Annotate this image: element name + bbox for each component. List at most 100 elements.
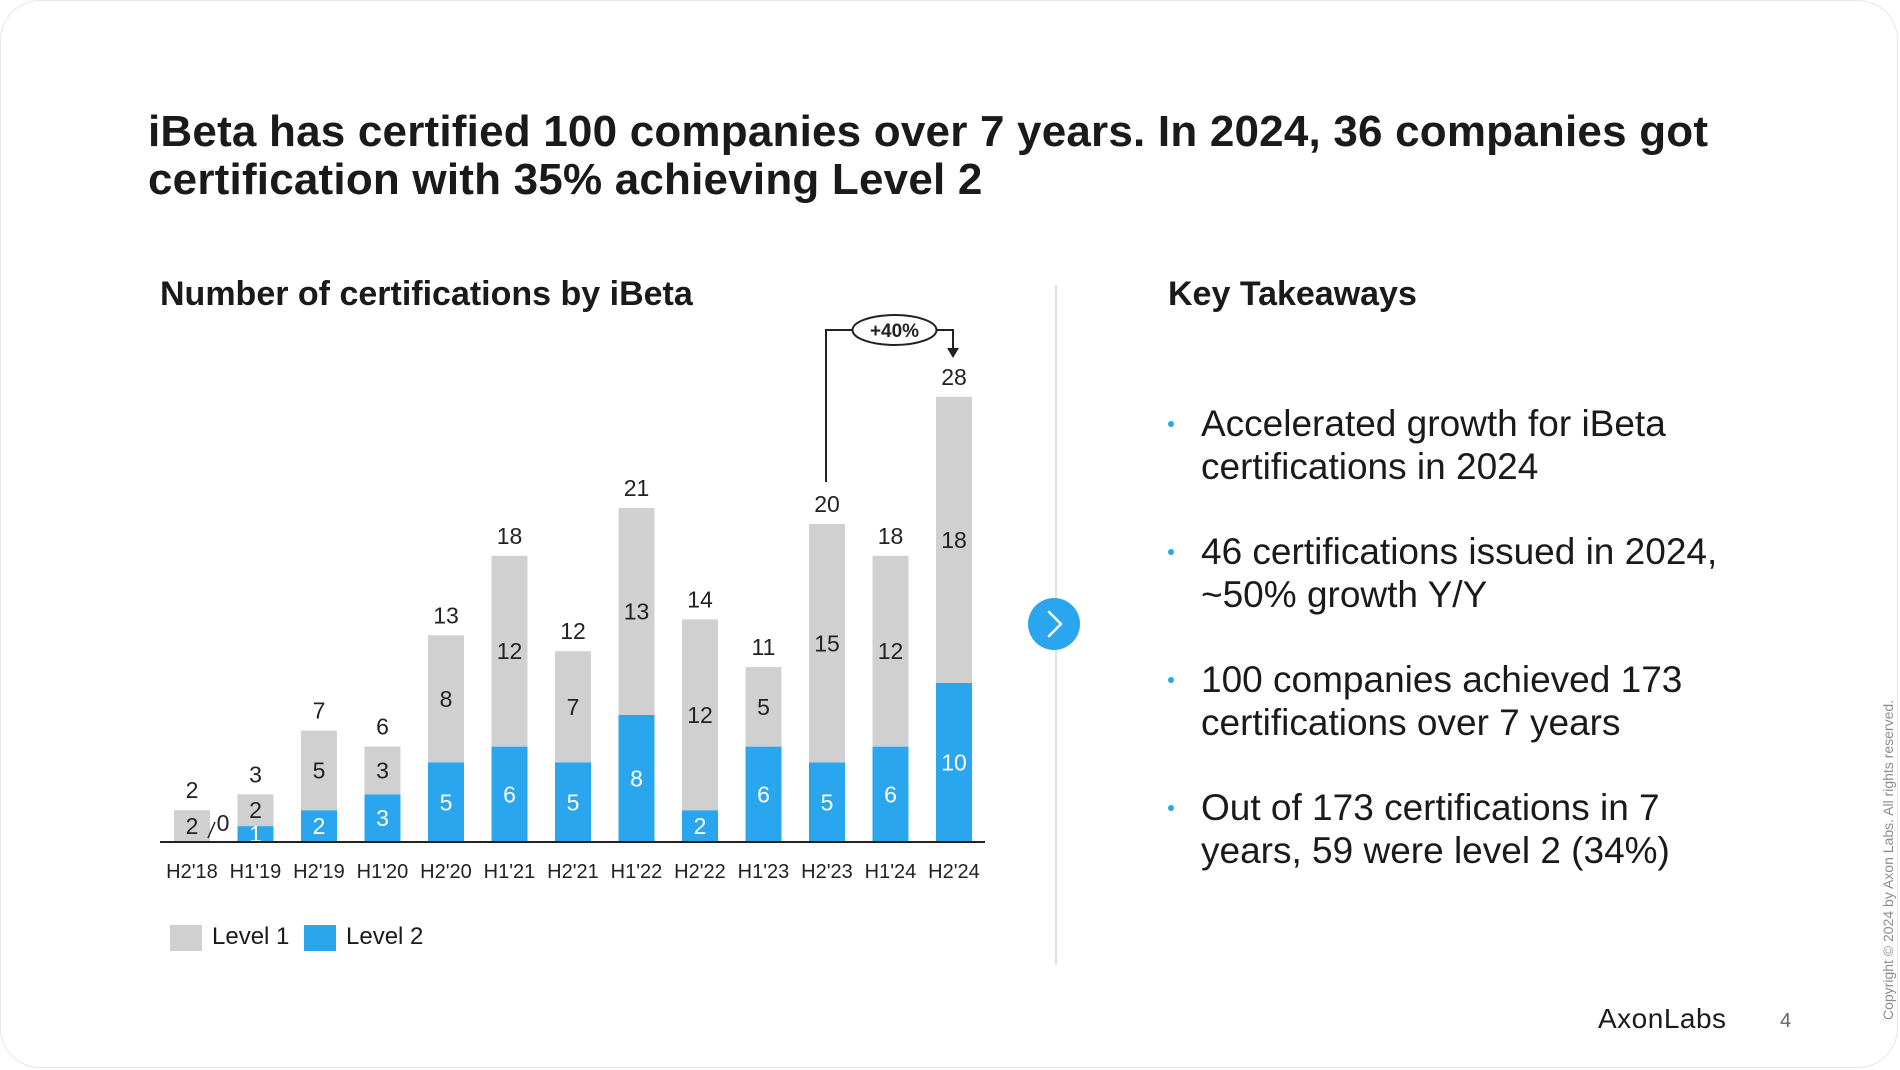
bar-label-level1: 15 xyxy=(814,630,840,656)
bullet-dot-icon xyxy=(1168,677,1174,683)
takeaway-item: 100 companies achieved 173 certification… xyxy=(1168,658,1728,744)
bar-label-level2: 2 xyxy=(313,813,326,839)
bar-level1 xyxy=(809,524,845,763)
x-tick-label: H1'21 xyxy=(484,861,536,883)
bar-level1 xyxy=(682,619,718,811)
bar-label-level2: 8 xyxy=(630,765,643,791)
growth-bracket-line xyxy=(825,329,954,482)
bar-label-level1: 12 xyxy=(687,702,713,728)
x-tick-label: H1'22 xyxy=(611,861,663,883)
certifications-bar-chart: 2 2 H2'18 21 3 H1'19 5 2 7 H2'19 3 3 6 H1'20 8 5 13 H2'20… xyxy=(160,314,985,883)
growth-arrowhead-icon xyxy=(947,348,959,358)
takeaway-item: Out of 173 certifications in 7 years, 59… xyxy=(1168,786,1728,872)
x-tick-label: H2'22 xyxy=(674,861,726,883)
bar-level2 xyxy=(428,762,464,842)
bar-level1 xyxy=(237,794,274,827)
bar-level2 xyxy=(237,826,274,842)
bar-label-level1: 18 xyxy=(941,527,967,553)
bar-total-label: 21 xyxy=(624,475,650,501)
growth-badge xyxy=(851,314,938,346)
bar-label-level1: 8 xyxy=(440,686,453,712)
bar-level2 xyxy=(745,746,782,842)
bar-level2 xyxy=(364,794,401,842)
bar-level2 xyxy=(491,746,528,842)
copyright-notice: Copyright © 2024 by Axon Labs. All right… xyxy=(1880,699,1896,1020)
takeaways-list: Accelerated growth for iBeta certificati… xyxy=(1168,402,1728,914)
legend-swatch-level2 xyxy=(304,925,336,951)
bar-total-label: 18 xyxy=(497,523,523,549)
page-number: 4 xyxy=(1780,1010,1792,1032)
bar-total-label: 6 xyxy=(376,714,389,740)
bar-label-level2: 6 xyxy=(757,781,770,807)
page-title: iBeta has certified 100 companies over 7… xyxy=(148,107,1709,204)
bar-total-label: 12 xyxy=(560,618,586,644)
x-tick-label: H2'23 xyxy=(801,861,853,883)
chevron-right-icon xyxy=(1047,610,1063,638)
bar-label-level2: 6 xyxy=(884,781,897,807)
bar-total-label: 18 xyxy=(878,523,904,549)
bar-level1 xyxy=(364,746,401,795)
bar-label-level1: 5 xyxy=(757,694,770,720)
bar-label-level2: 5 xyxy=(567,789,580,815)
bar-label-level2: 6 xyxy=(503,781,516,807)
bar-label-level2-zero: 0 xyxy=(217,810,230,836)
growth-badge-label: +40% xyxy=(870,321,919,342)
bar-label-level2: 1 xyxy=(249,821,262,847)
next-arrow-button[interactable] xyxy=(1028,598,1080,650)
legend-label-level1: Level 1 xyxy=(212,923,290,950)
bar-label-level1: 2 xyxy=(186,813,199,839)
legend-label-level2: Level 2 xyxy=(346,923,424,950)
bar-label-level1: 5 xyxy=(313,757,326,783)
x-tick-label: H2'20 xyxy=(420,861,472,883)
bar-total-label: 28 xyxy=(941,364,967,390)
bar-level1 xyxy=(301,730,337,811)
bar-label-level1: 12 xyxy=(878,638,904,664)
x-tick-label: H1'19 xyxy=(230,861,282,883)
x-tick-label: H1'23 xyxy=(738,861,790,883)
x-tick-label: H1'20 xyxy=(357,861,409,883)
x-tick-label: H2'21 xyxy=(547,861,599,883)
bar-level2 xyxy=(618,714,655,842)
bar-level1 xyxy=(872,555,909,747)
takeaway-text: 100 companies achieved 173 certification… xyxy=(1201,659,1683,743)
bar-level2 xyxy=(682,810,718,842)
takeaway-text: Out of 173 certifications in 7 years, 59… xyxy=(1201,787,1670,871)
bar-level1 xyxy=(428,635,464,763)
bar-level2 xyxy=(301,810,337,842)
bar-total-label: 14 xyxy=(687,586,713,612)
bar-level2 xyxy=(936,683,972,842)
bar-label-level2: 3 xyxy=(376,805,389,831)
takeaway-text: Accelerated growth for iBeta certificati… xyxy=(1201,403,1666,487)
bar-level1 xyxy=(491,555,528,747)
bullet-dot-icon xyxy=(1168,549,1174,555)
x-tick-label: H1'24 xyxy=(865,861,917,883)
bar-label-level2: 5 xyxy=(821,789,834,815)
bar-total-label: 20 xyxy=(814,491,840,517)
takeaways-heading: Key Takeaways xyxy=(1168,275,1417,313)
takeaway-item: Accelerated growth for iBeta certificati… xyxy=(1168,402,1728,488)
bar-level1 xyxy=(745,667,782,747)
bullet-dot-icon xyxy=(1168,421,1174,427)
x-tick-label: H2'24 xyxy=(928,861,980,883)
bar-label-level1: 3 xyxy=(376,757,389,783)
bar-level1 xyxy=(936,396,972,683)
bar-total-label: 11 xyxy=(752,634,776,660)
brand-logo: AxonLabs xyxy=(1598,1003,1727,1034)
x-tick-label: H2'19 xyxy=(293,861,345,883)
bar-label-level1: 13 xyxy=(624,598,650,624)
bar-level1 xyxy=(555,651,591,763)
bar-level2 xyxy=(872,746,909,842)
bar-total-label: 2 xyxy=(186,777,199,803)
bar-level2 xyxy=(809,762,845,842)
zero-pointer-line xyxy=(207,821,216,839)
bar-level1 xyxy=(174,810,210,842)
bar-label-level1: 12 xyxy=(497,638,523,664)
bar-label-level2: 5 xyxy=(440,789,453,815)
bar-total-label: 13 xyxy=(433,602,459,628)
x-tick-label: H2'18 xyxy=(166,861,218,883)
bar-total-label: 7 xyxy=(313,698,326,724)
bar-label-level2: 10 xyxy=(941,750,967,776)
bar-label-level1: 7 xyxy=(567,694,580,720)
bar-total-label: 3 xyxy=(249,761,262,787)
